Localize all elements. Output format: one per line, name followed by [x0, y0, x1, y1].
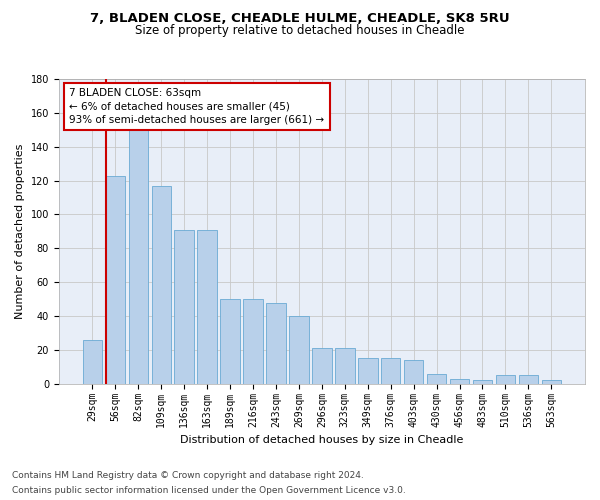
Bar [518, 376, 538, 384]
Text: Size of property relative to detached houses in Cheadle: Size of property relative to detached ho… [135, 24, 465, 37]
Bar [220, 299, 240, 384]
Bar [289, 316, 308, 384]
Bar [381, 358, 400, 384]
Bar [83, 340, 102, 384]
Text: Contains public sector information licensed under the Open Government Licence v3: Contains public sector information licen… [12, 486, 406, 495]
Bar [128, 130, 148, 384]
Bar [197, 230, 217, 384]
Bar [473, 380, 492, 384]
Bar [152, 186, 171, 384]
Bar [450, 378, 469, 384]
Text: 7, BLADEN CLOSE, CHEADLE HULME, CHEADLE, SK8 5RU: 7, BLADEN CLOSE, CHEADLE HULME, CHEADLE,… [90, 12, 510, 26]
Bar [358, 358, 377, 384]
Bar [427, 374, 446, 384]
Y-axis label: Number of detached properties: Number of detached properties [15, 144, 25, 319]
Text: 7 BLADEN CLOSE: 63sqm
← 6% of detached houses are smaller (45)
93% of semi-detac: 7 BLADEN CLOSE: 63sqm ← 6% of detached h… [70, 88, 325, 124]
X-axis label: Distribution of detached houses by size in Cheadle: Distribution of detached houses by size … [180, 435, 464, 445]
Bar [335, 348, 355, 384]
Bar [106, 176, 125, 384]
Text: Contains HM Land Registry data © Crown copyright and database right 2024.: Contains HM Land Registry data © Crown c… [12, 471, 364, 480]
Bar [542, 380, 561, 384]
Bar [266, 302, 286, 384]
Bar [404, 360, 424, 384]
Bar [244, 299, 263, 384]
Bar [312, 348, 332, 384]
Bar [175, 230, 194, 384]
Bar [496, 376, 515, 384]
